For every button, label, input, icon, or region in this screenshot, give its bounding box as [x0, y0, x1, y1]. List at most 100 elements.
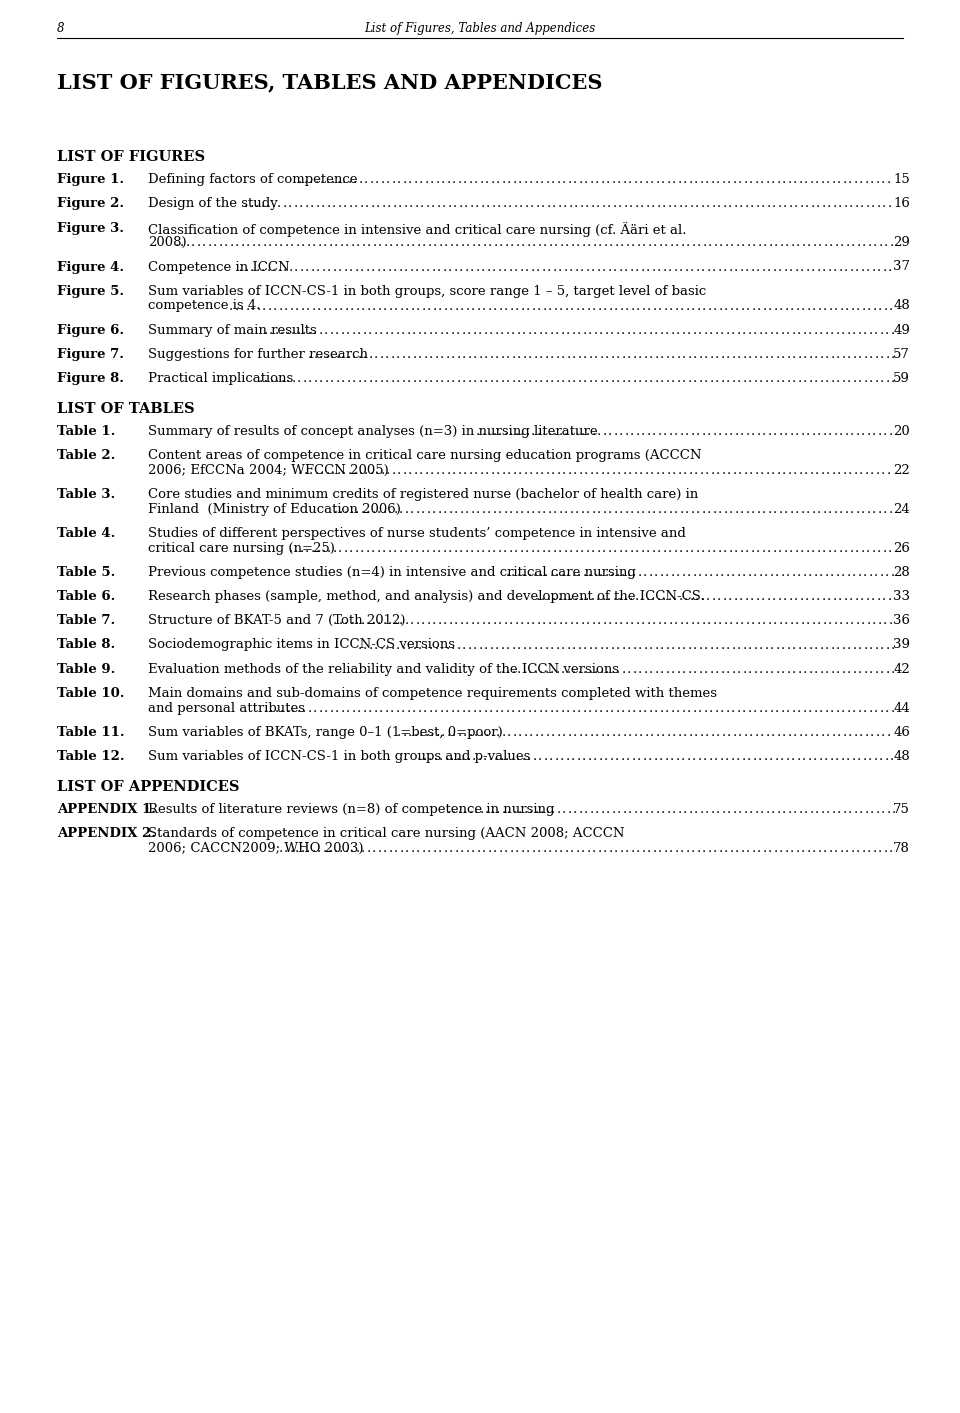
Text: .: . — [671, 565, 675, 579]
Text: .: . — [843, 591, 848, 603]
Text: .: . — [654, 702, 659, 715]
Text: .: . — [601, 726, 605, 739]
Text: .: . — [344, 503, 348, 516]
Text: .: . — [762, 615, 766, 627]
Text: .: . — [484, 348, 489, 362]
Text: .: . — [611, 565, 614, 579]
Text: .: . — [749, 463, 754, 476]
Text: .: . — [544, 372, 549, 386]
Text: .: . — [861, 842, 866, 855]
Text: .: . — [494, 324, 499, 336]
Text: .: . — [677, 639, 681, 651]
Text: .: . — [411, 300, 415, 312]
Text: .: . — [879, 702, 884, 715]
Text: .: . — [348, 174, 352, 187]
Text: .: . — [457, 803, 462, 815]
Text: .: . — [690, 260, 694, 274]
Text: .: . — [330, 372, 334, 386]
Text: .: . — [778, 260, 782, 274]
Text: .: . — [811, 425, 816, 438]
Text: .: . — [684, 260, 688, 274]
Text: .: . — [852, 372, 857, 386]
Text: .: . — [517, 639, 521, 651]
Text: .: . — [786, 565, 790, 579]
Text: .: . — [517, 663, 521, 675]
Text: .: . — [806, 425, 810, 438]
Text: .: . — [821, 803, 825, 815]
Text: .: . — [591, 503, 595, 516]
Text: .: . — [835, 565, 840, 579]
Text: .: . — [307, 324, 312, 336]
Text: .: . — [665, 639, 670, 651]
Text: .: . — [466, 300, 469, 312]
Text: .: . — [325, 174, 330, 187]
Text: .: . — [875, 639, 878, 651]
Text: .: . — [351, 702, 356, 715]
Text: .: . — [559, 842, 564, 855]
Text: .: . — [731, 750, 734, 763]
Text: .: . — [834, 236, 839, 250]
Text: .: . — [715, 348, 719, 362]
Text: .: . — [625, 300, 630, 312]
Text: .: . — [652, 425, 657, 438]
Text: .: . — [645, 198, 650, 211]
Text: .: . — [644, 372, 648, 386]
Text: .: . — [696, 425, 700, 438]
Text: .: . — [531, 260, 535, 274]
Text: .: . — [528, 639, 532, 651]
Text: .: . — [550, 565, 554, 579]
Text: .: . — [713, 236, 718, 250]
Text: .: . — [861, 300, 866, 312]
Text: .: . — [229, 236, 234, 250]
Text: .: . — [847, 639, 852, 651]
Text: .: . — [477, 236, 482, 250]
Text: .: . — [471, 842, 475, 855]
Text: .: . — [623, 198, 628, 211]
Text: .: . — [682, 324, 685, 336]
Text: .: . — [729, 615, 733, 627]
Text: .: . — [864, 372, 868, 386]
Text: .: . — [749, 174, 754, 187]
Text: .: . — [420, 174, 423, 187]
Text: .: . — [376, 615, 381, 627]
Text: .: . — [332, 541, 337, 555]
Text: .: . — [858, 348, 862, 362]
Text: .: . — [644, 726, 649, 739]
Text: .: . — [735, 750, 740, 763]
Text: .: . — [420, 615, 425, 627]
Text: .: . — [709, 663, 714, 675]
Text: .: . — [728, 591, 732, 603]
Text: .: . — [345, 842, 348, 855]
Text: .: . — [525, 425, 530, 438]
Text: .: . — [564, 300, 568, 312]
Text: .: . — [742, 639, 747, 651]
Text: .: . — [799, 463, 803, 476]
Text: .: . — [756, 541, 760, 555]
Text: .: . — [551, 174, 556, 187]
Text: .: . — [612, 198, 616, 211]
Text: .: . — [557, 463, 561, 476]
Text: .: . — [777, 463, 780, 476]
Text: .: . — [309, 174, 314, 187]
Text: .: . — [514, 541, 518, 555]
Text: .: . — [622, 803, 627, 815]
Text: .: . — [816, 198, 820, 211]
Text: .: . — [536, 591, 540, 603]
Text: .: . — [485, 803, 490, 815]
Text: .: . — [561, 324, 564, 336]
Text: .: . — [398, 503, 403, 516]
Text: .: . — [869, 663, 874, 675]
Text: .: . — [799, 174, 803, 187]
Text: .: . — [571, 750, 575, 763]
Text: .: . — [674, 425, 679, 438]
Text: .: . — [524, 463, 528, 476]
Text: .: . — [690, 541, 694, 555]
Text: Research phases (sample, method, and analysis) and development of the ICCN-CS.: Research phases (sample, method, and ana… — [148, 591, 705, 603]
Text: .: . — [474, 174, 478, 187]
Text: .: . — [742, 702, 746, 715]
Text: .: . — [822, 541, 826, 555]
Text: .: . — [328, 236, 333, 250]
Text: .: . — [520, 842, 525, 855]
Text: .: . — [792, 565, 796, 579]
Text: .: . — [738, 463, 742, 476]
